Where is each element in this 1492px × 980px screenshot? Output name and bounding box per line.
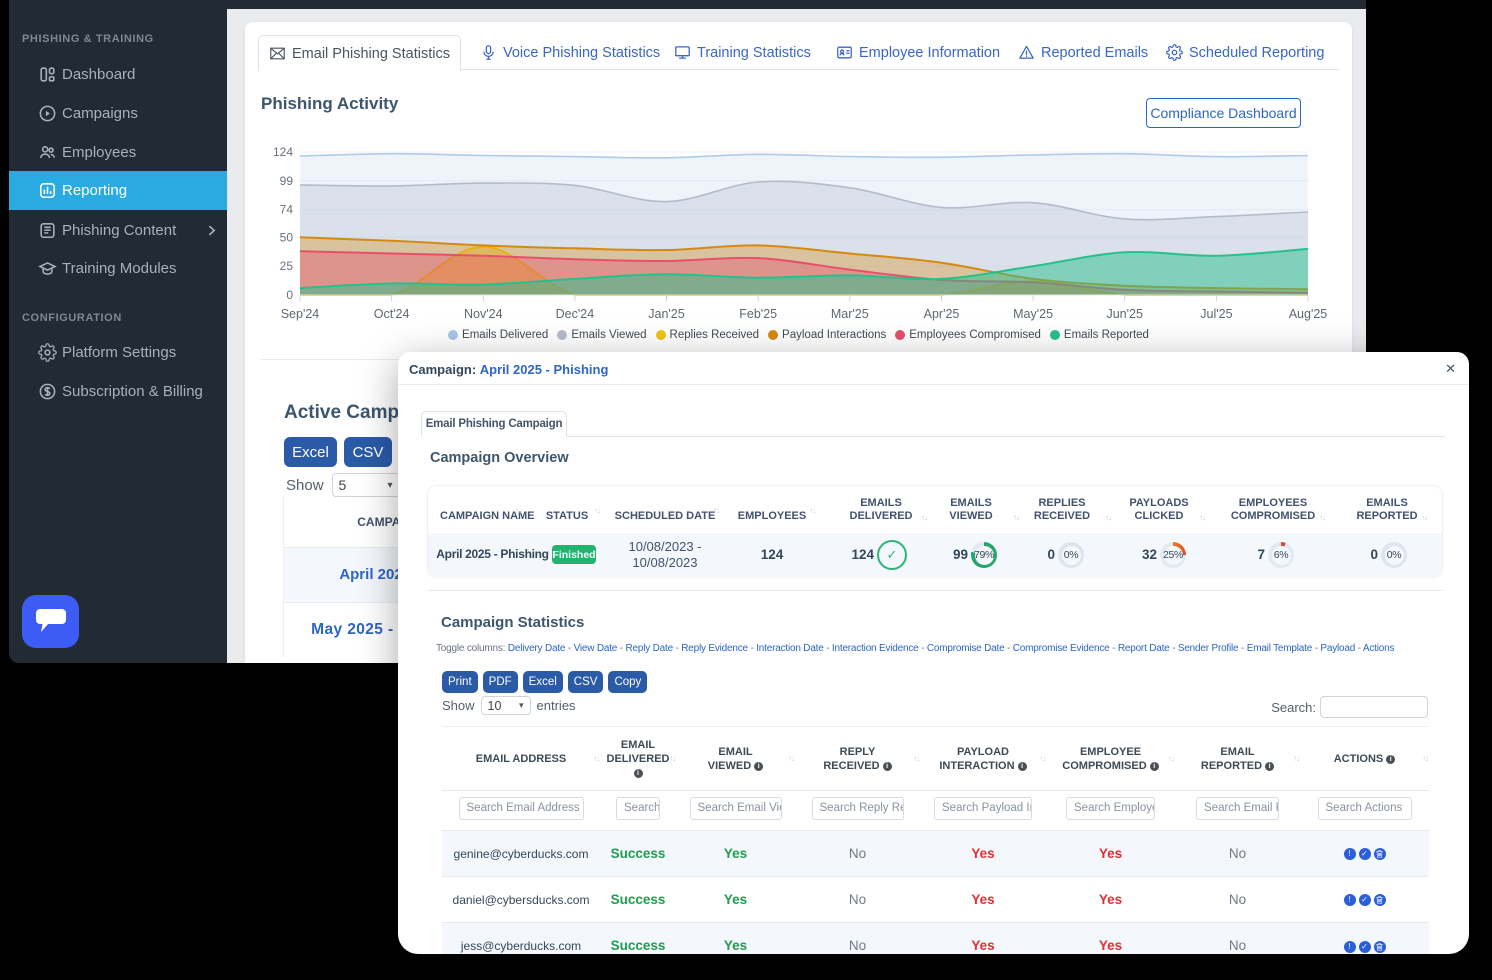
svg-text:Aug'25: Aug'25 bbox=[1289, 307, 1328, 321]
svg-text:124: 124 bbox=[273, 145, 293, 159]
svg-text:Oct'24: Oct'24 bbox=[374, 307, 410, 321]
svg-text:May'25: May'25 bbox=[1013, 307, 1053, 321]
svg-text:Sep'24: Sep'24 bbox=[281, 307, 320, 321]
svg-text:Apr'25: Apr'25 bbox=[924, 307, 960, 321]
svg-text:74: 74 bbox=[280, 203, 294, 217]
svg-text:Nov'24: Nov'24 bbox=[464, 307, 503, 321]
svg-text:Mar'25: Mar'25 bbox=[831, 307, 869, 321]
svg-text:50: 50 bbox=[280, 230, 294, 244]
svg-text:Dec'24: Dec'24 bbox=[556, 307, 595, 321]
svg-text:Jun'25: Jun'25 bbox=[1106, 307, 1142, 321]
svg-text:Feb'25: Feb'25 bbox=[739, 307, 777, 321]
svg-text:Jan'25: Jan'25 bbox=[648, 307, 684, 321]
svg-text:Jul'25: Jul'25 bbox=[1200, 307, 1232, 321]
svg-text:25: 25 bbox=[280, 259, 294, 273]
svg-text:0: 0 bbox=[286, 288, 293, 302]
svg-text:99: 99 bbox=[280, 174, 294, 188]
